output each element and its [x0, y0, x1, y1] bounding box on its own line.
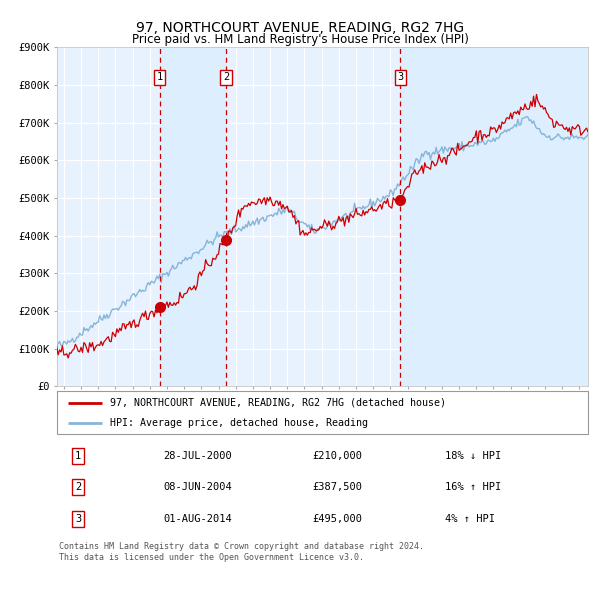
Text: 01-AUG-2014: 01-AUG-2014	[163, 514, 232, 524]
Text: HPI: Average price, detached house, Reading: HPI: Average price, detached house, Read…	[110, 418, 368, 428]
Text: Price paid vs. HM Land Registry's House Price Index (HPI): Price paid vs. HM Land Registry's House …	[131, 33, 469, 46]
Bar	[400, 47, 588, 386]
Text: 08-JUN-2004: 08-JUN-2004	[163, 483, 232, 492]
Text: 2: 2	[75, 483, 82, 492]
Text: This data is licensed under the Open Government Licence v3.0.: This data is licensed under the Open Gov…	[59, 553, 364, 562]
Text: 16% ↑ HPI: 16% ↑ HPI	[445, 483, 501, 492]
Text: 1: 1	[157, 73, 163, 83]
Text: 97, NORTHCOURT AVENUE, READING, RG2 7HG (detached house): 97, NORTHCOURT AVENUE, READING, RG2 7HG …	[110, 398, 446, 408]
Text: 3: 3	[75, 514, 82, 524]
Text: 3: 3	[397, 73, 403, 83]
Text: £387,500: £387,500	[312, 483, 362, 492]
Text: 97, NORTHCOURT AVENUE, READING, RG2 7HG: 97, NORTHCOURT AVENUE, READING, RG2 7HG	[136, 21, 464, 35]
Bar	[160, 47, 226, 386]
Text: 18% ↓ HPI: 18% ↓ HPI	[445, 451, 501, 461]
Text: £210,000: £210,000	[312, 451, 362, 461]
Text: Contains HM Land Registry data © Crown copyright and database right 2024.: Contains HM Land Registry data © Crown c…	[59, 542, 424, 550]
Text: 1: 1	[75, 451, 82, 461]
Text: £495,000: £495,000	[312, 514, 362, 524]
Text: 28-JUL-2000: 28-JUL-2000	[163, 451, 232, 461]
Text: 2: 2	[223, 73, 229, 83]
FancyBboxPatch shape	[57, 391, 588, 434]
Text: 4% ↑ HPI: 4% ↑ HPI	[445, 514, 494, 524]
